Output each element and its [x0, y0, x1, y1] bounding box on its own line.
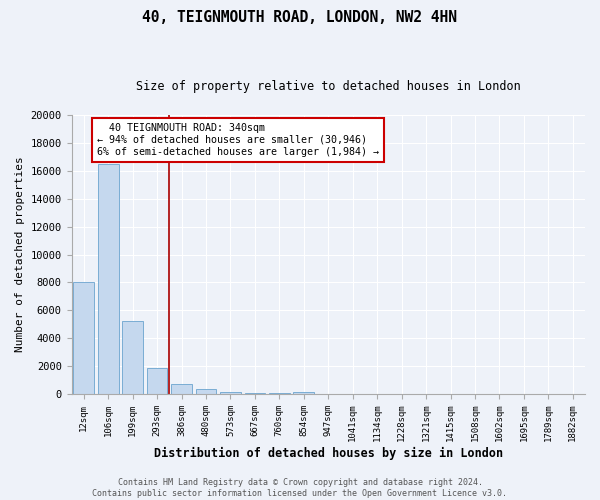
Bar	[245, 392, 265, 394]
Y-axis label: Number of detached properties: Number of detached properties	[15, 156, 25, 352]
Text: 40 TEIGNMOUTH ROAD: 340sqm
← 94% of detached houses are smaller (30,946)
6% of s: 40 TEIGNMOUTH ROAD: 340sqm ← 94% of deta…	[97, 124, 379, 156]
Text: Contains HM Land Registry data © Crown copyright and database right 2024.
Contai: Contains HM Land Registry data © Crown c…	[92, 478, 508, 498]
X-axis label: Distribution of detached houses by size in London: Distribution of detached houses by size …	[154, 447, 503, 460]
Bar	[171, 384, 192, 394]
Bar	[122, 322, 143, 394]
Bar	[293, 392, 314, 394]
Bar	[98, 164, 119, 394]
Title: Size of property relative to detached houses in London: Size of property relative to detached ho…	[136, 80, 521, 93]
Bar	[220, 392, 241, 394]
Text: 40, TEIGNMOUTH ROAD, LONDON, NW2 4HN: 40, TEIGNMOUTH ROAD, LONDON, NW2 4HN	[143, 10, 458, 25]
Bar	[196, 389, 217, 394]
Bar	[147, 368, 167, 394]
Bar	[73, 282, 94, 394]
